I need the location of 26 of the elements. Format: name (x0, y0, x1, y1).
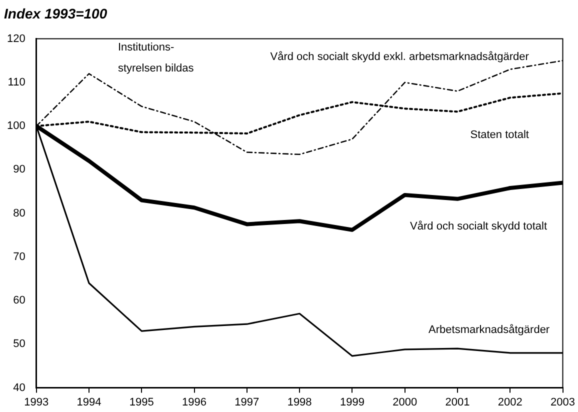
series-label: Vård och socialt skydd exkl. arbetsmarknadsåtgärder (270, 51, 530, 64)
x-tick-label: 2001 (445, 396, 470, 408)
x-tick-label: 2000 (392, 396, 418, 408)
y-tick-label: 100 (6, 120, 26, 132)
y-tick-label: 60 (13, 294, 26, 307)
x-tick-label: 1999 (340, 396, 364, 408)
y-tick-label: 40 (13, 382, 26, 394)
text: Vård och socialt skydd totalt (410, 220, 548, 232)
y-tick-label: 120 (6, 32, 26, 45)
y-tick-label: 70 (13, 250, 26, 263)
y-tick-label: 110 (8, 76, 26, 88)
x-tick-label: 1994 (76, 396, 102, 408)
x-tick-label: 2003 (550, 396, 576, 408)
y-tick-label: 80 (13, 207, 26, 220)
y-tick-label: 50 (13, 338, 26, 350)
x-tick-label: 1996 (182, 396, 207, 408)
x-tick-label: 2002 (498, 396, 522, 408)
x-tick-label: 1998 (287, 396, 312, 408)
y-tick-label: 90 (13, 164, 26, 176)
x-tick-label: 1995 (129, 396, 154, 408)
x-tick-label: 1993 (24, 396, 49, 408)
x-tick-label: 1997 (234, 396, 260, 408)
series-label: Staten totalt (470, 128, 529, 141)
annotation: Institutions- styrelsen bildas (118, 42, 194, 75)
chart-title: Index 1993=100 (4, 5, 108, 22)
series-label: Arbetsmarknadsåtgärder (428, 324, 550, 336)
